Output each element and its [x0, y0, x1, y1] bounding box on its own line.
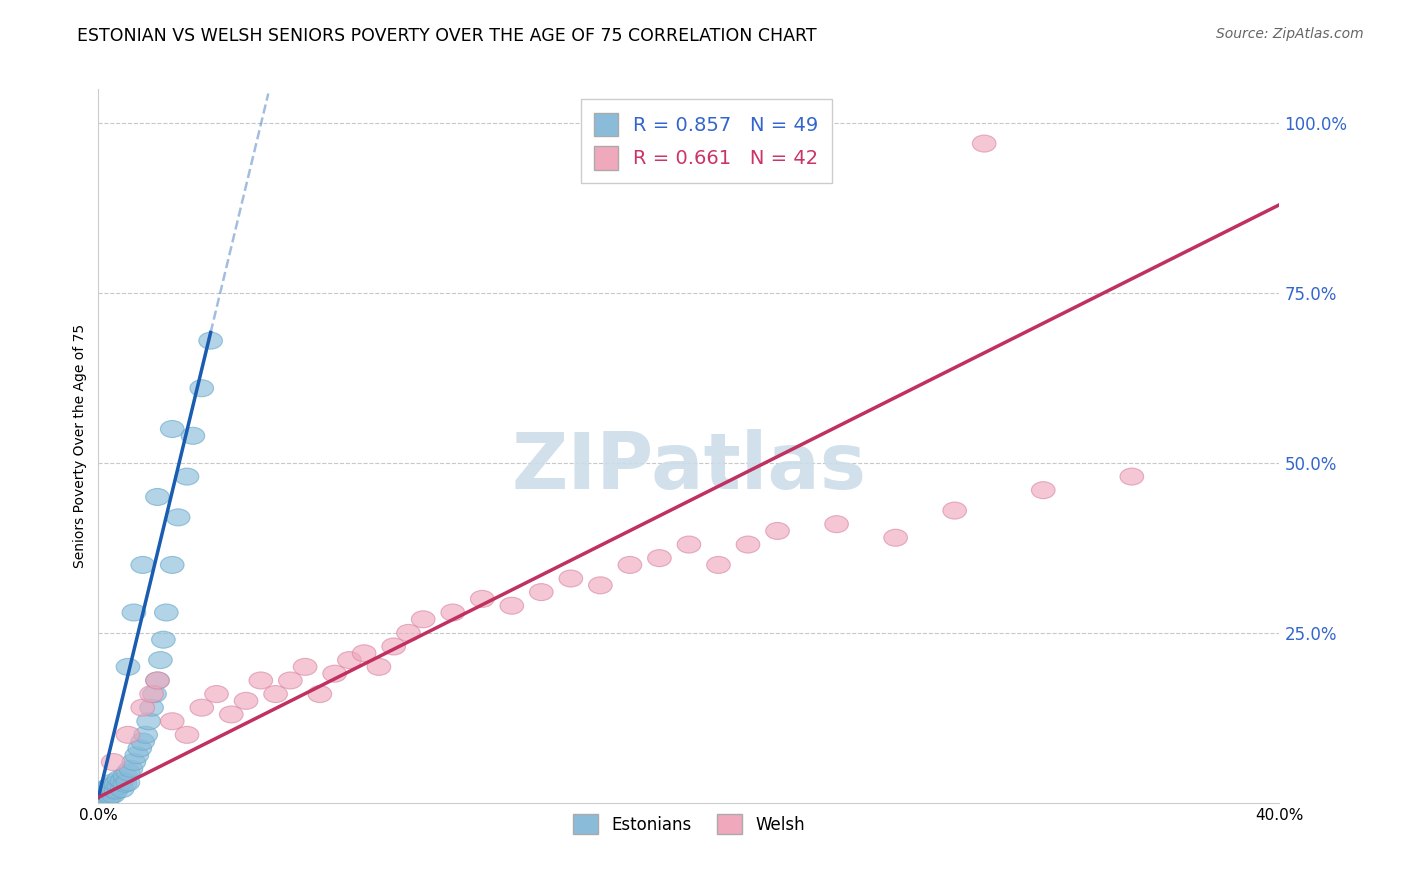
Text: Source: ZipAtlas.com: Source: ZipAtlas.com: [1216, 27, 1364, 41]
Ellipse shape: [122, 604, 146, 621]
Ellipse shape: [589, 577, 612, 594]
Ellipse shape: [367, 658, 391, 675]
Ellipse shape: [1032, 482, 1054, 499]
Ellipse shape: [648, 549, 671, 566]
Ellipse shape: [973, 135, 995, 152]
Ellipse shape: [198, 332, 222, 349]
Ellipse shape: [136, 713, 160, 730]
Ellipse shape: [294, 658, 316, 675]
Ellipse shape: [131, 557, 155, 574]
Legend: Estonians, Welsh: Estonians, Welsh: [567, 807, 811, 841]
Ellipse shape: [278, 672, 302, 689]
Ellipse shape: [98, 777, 122, 794]
Ellipse shape: [501, 598, 523, 615]
Ellipse shape: [176, 468, 198, 485]
Ellipse shape: [98, 788, 122, 805]
Ellipse shape: [382, 638, 405, 655]
Ellipse shape: [139, 686, 163, 703]
Ellipse shape: [101, 754, 125, 771]
Ellipse shape: [90, 788, 114, 805]
Ellipse shape: [93, 782, 117, 799]
Ellipse shape: [96, 785, 120, 802]
Ellipse shape: [1121, 468, 1143, 485]
Ellipse shape: [353, 645, 375, 662]
Ellipse shape: [471, 591, 494, 607]
Ellipse shape: [110, 780, 134, 797]
Ellipse shape: [117, 774, 139, 791]
Ellipse shape: [90, 784, 114, 801]
Ellipse shape: [160, 713, 184, 730]
Ellipse shape: [737, 536, 759, 553]
Ellipse shape: [264, 686, 287, 703]
Ellipse shape: [107, 777, 131, 794]
Ellipse shape: [149, 651, 173, 669]
Ellipse shape: [104, 782, 128, 799]
Ellipse shape: [104, 775, 128, 792]
Ellipse shape: [101, 774, 125, 791]
Ellipse shape: [146, 489, 169, 506]
Ellipse shape: [134, 726, 157, 743]
Text: ZIPatlas: ZIPatlas: [512, 429, 866, 506]
Ellipse shape: [131, 699, 155, 716]
Ellipse shape: [560, 570, 582, 587]
Ellipse shape: [219, 706, 243, 723]
Ellipse shape: [117, 726, 139, 743]
Ellipse shape: [181, 427, 205, 444]
Ellipse shape: [122, 754, 146, 771]
Ellipse shape: [308, 686, 332, 703]
Ellipse shape: [107, 771, 131, 788]
Ellipse shape: [337, 651, 361, 669]
Ellipse shape: [737, 135, 759, 152]
Ellipse shape: [160, 420, 184, 437]
Ellipse shape: [825, 516, 848, 533]
Ellipse shape: [146, 672, 169, 689]
Ellipse shape: [131, 733, 155, 750]
Ellipse shape: [884, 529, 907, 546]
Ellipse shape: [110, 772, 134, 789]
Ellipse shape: [128, 740, 152, 757]
Ellipse shape: [766, 523, 789, 540]
Ellipse shape: [396, 624, 420, 641]
Ellipse shape: [160, 557, 184, 574]
Ellipse shape: [441, 604, 464, 621]
Ellipse shape: [152, 632, 176, 648]
Ellipse shape: [412, 611, 434, 628]
Ellipse shape: [190, 699, 214, 716]
Ellipse shape: [143, 686, 166, 703]
Ellipse shape: [166, 508, 190, 526]
Ellipse shape: [190, 380, 214, 397]
Y-axis label: Seniors Poverty Over the Age of 75: Seniors Poverty Over the Age of 75: [73, 324, 87, 568]
Ellipse shape: [90, 791, 114, 808]
Ellipse shape: [96, 790, 120, 807]
Ellipse shape: [619, 557, 641, 574]
Ellipse shape: [146, 672, 169, 689]
Ellipse shape: [139, 699, 163, 716]
Ellipse shape: [943, 502, 966, 519]
Ellipse shape: [120, 760, 143, 777]
Ellipse shape: [114, 775, 136, 792]
Ellipse shape: [205, 686, 228, 703]
Ellipse shape: [114, 767, 136, 784]
Ellipse shape: [249, 672, 273, 689]
Ellipse shape: [176, 726, 198, 743]
Ellipse shape: [93, 789, 117, 805]
Ellipse shape: [117, 764, 139, 780]
Ellipse shape: [125, 747, 149, 764]
Ellipse shape: [707, 557, 730, 574]
Ellipse shape: [155, 604, 179, 621]
Ellipse shape: [101, 786, 125, 803]
Ellipse shape: [117, 658, 139, 675]
Ellipse shape: [678, 536, 700, 553]
Ellipse shape: [530, 583, 553, 600]
Ellipse shape: [323, 665, 346, 682]
Ellipse shape: [96, 780, 120, 797]
Ellipse shape: [101, 780, 125, 797]
Ellipse shape: [235, 692, 257, 709]
Text: ESTONIAN VS WELSH SENIORS POVERTY OVER THE AGE OF 75 CORRELATION CHART: ESTONIAN VS WELSH SENIORS POVERTY OVER T…: [77, 27, 817, 45]
Ellipse shape: [98, 782, 122, 799]
Ellipse shape: [93, 786, 117, 803]
